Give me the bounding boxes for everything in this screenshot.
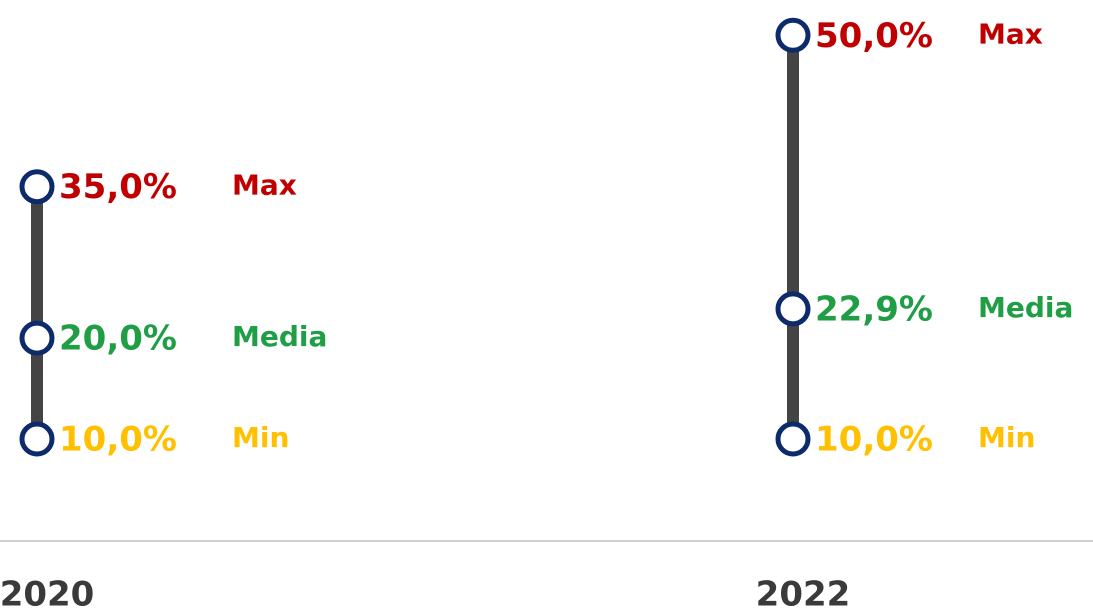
point-marker <box>19 421 55 457</box>
series-label: Media <box>232 320 327 353</box>
value-label: 10,0% <box>59 420 177 460</box>
value-label: 10,0% <box>815 420 933 460</box>
point-marker <box>775 421 811 457</box>
point-marker <box>19 169 55 205</box>
x-tick-label: 2020 <box>0 575 94 612</box>
value-label: 20,0% <box>59 319 177 359</box>
point-marker <box>775 291 811 327</box>
x-tick-label: 2022 <box>756 575 851 612</box>
value-label: 22,9% <box>815 289 933 329</box>
series-label: Min <box>232 421 289 454</box>
series-label: Min <box>978 421 1035 454</box>
value-label: 35,0% <box>59 167 177 207</box>
series-label: Max <box>232 169 297 202</box>
series-label: Max <box>978 17 1043 50</box>
point-marker <box>775 17 811 53</box>
point-marker <box>19 320 55 356</box>
value-label: 50,0% <box>815 16 933 56</box>
series-label: Media <box>978 291 1073 324</box>
